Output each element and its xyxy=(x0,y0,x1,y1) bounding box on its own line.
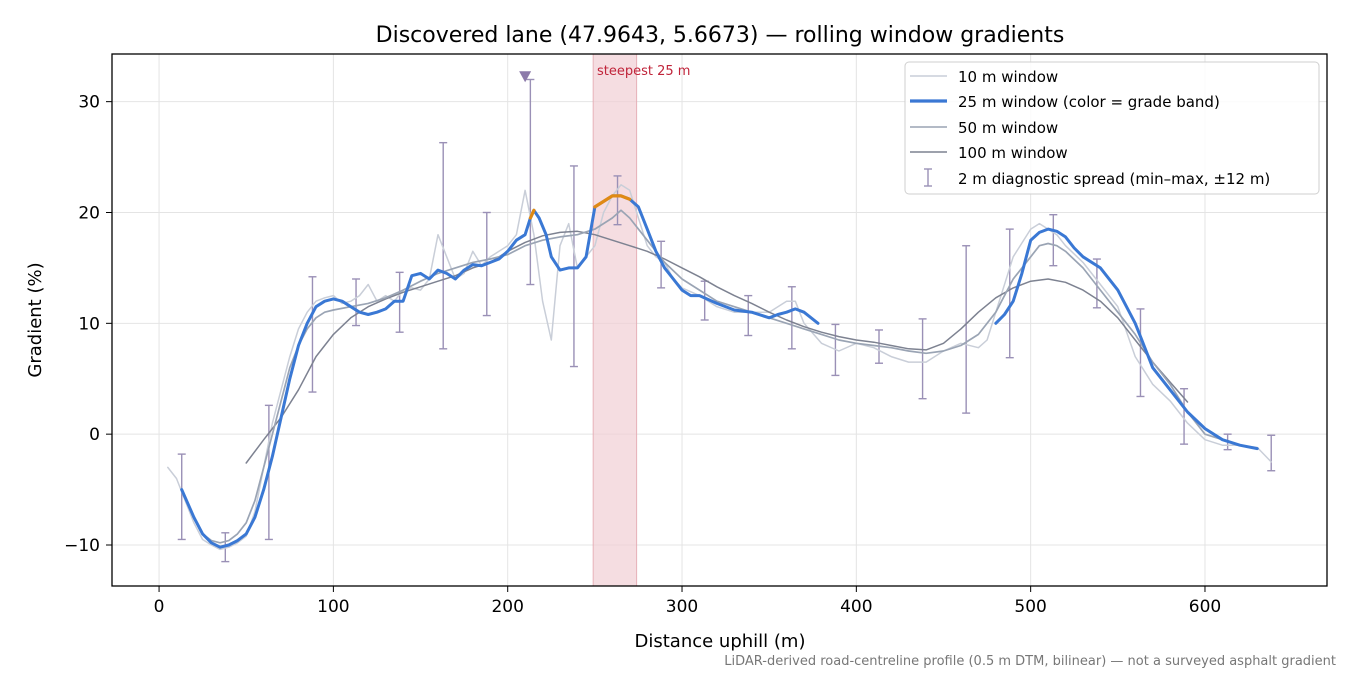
steepest-band-label: steepest 25 m xyxy=(597,64,690,79)
errorbar xyxy=(1267,434,1276,472)
errorbar xyxy=(526,78,535,286)
footnote: LiDAR-derived road-centreline profile (0… xyxy=(724,654,1336,669)
errorbar xyxy=(918,318,927,400)
series-line-w100 xyxy=(245,230,1189,464)
errorbar xyxy=(613,175,622,226)
errorbar xyxy=(1136,308,1145,398)
legend-label-w25: 25 m window (color = grade band) xyxy=(958,93,1220,111)
errorbar xyxy=(177,453,186,541)
y-axis-label: Gradient (%) xyxy=(25,262,46,377)
y-tick-label: 0 xyxy=(89,425,100,445)
legend-label-w50: 50 m window xyxy=(958,119,1058,137)
errorbar xyxy=(1049,214,1058,267)
errorbar xyxy=(308,276,317,393)
series-line-w50 xyxy=(180,209,1259,544)
y-tick-label: −10 xyxy=(64,536,100,556)
series-line-w25 xyxy=(180,194,1259,549)
x-tick-label: 0 xyxy=(154,597,165,617)
y-tick-label: 20 xyxy=(78,203,100,223)
x-axis-ticks: 0 100 200 300 400 500 600 xyxy=(154,586,1221,617)
x-tick-label: 500 xyxy=(1014,597,1046,617)
series-lines xyxy=(167,184,1272,551)
errorbar xyxy=(657,240,666,289)
legend: 10 m window 25 m window (color = grade b… xyxy=(904,61,1320,195)
errorbar xyxy=(1005,228,1014,359)
errorbar xyxy=(962,245,971,414)
plot-frame xyxy=(111,53,1328,587)
y-tick-label: 10 xyxy=(78,314,100,334)
errorbar xyxy=(439,141,448,350)
x-axis-label: Distance uphill (m) xyxy=(635,631,806,652)
chart-title: Discovered lane (47.9643, 5.6673) — roll… xyxy=(376,23,1065,48)
legend-box xyxy=(904,61,1320,195)
steepest-band-rect xyxy=(592,53,638,587)
legend-label-w10: 10 m window xyxy=(958,68,1058,86)
x-tick-label: 100 xyxy=(317,597,349,617)
x-tick-label: 400 xyxy=(840,597,872,617)
errorbar xyxy=(787,286,796,350)
series-line-w10 xyxy=(167,184,1272,551)
y-axis-ticks: −10 0 10 20 30 xyxy=(64,93,112,556)
x-tick-label: 600 xyxy=(1189,597,1221,617)
legend-label-errorbar: 2 m diagnostic spread (min–max, ±12 m) xyxy=(958,170,1270,188)
errorbar-group xyxy=(177,78,1276,563)
legend-swatch-errorbar xyxy=(924,168,932,187)
errorbar xyxy=(352,278,361,327)
y-tick-label: 30 xyxy=(78,93,100,113)
steepest-band xyxy=(592,53,638,587)
series-line-w25-steep xyxy=(593,194,632,209)
x-tick-label: 200 xyxy=(491,597,523,617)
errorbar xyxy=(569,165,578,368)
legend-label-w100: 100 m window xyxy=(958,144,1068,162)
max-gradient-marker xyxy=(519,71,532,83)
series-line-w25-steep xyxy=(528,208,536,220)
max-marker-group xyxy=(519,71,532,83)
x-tick-label: 300 xyxy=(666,597,698,617)
